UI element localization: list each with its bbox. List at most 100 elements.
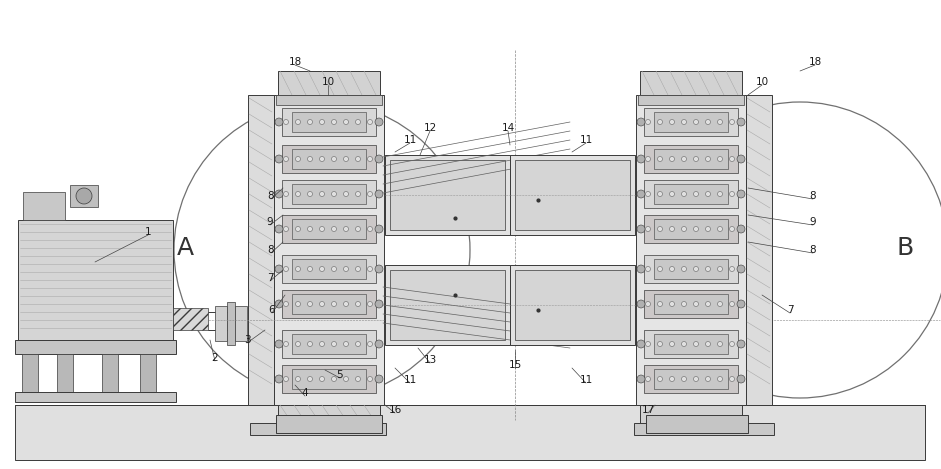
Circle shape xyxy=(694,120,698,124)
Circle shape xyxy=(375,340,383,348)
Circle shape xyxy=(283,302,289,307)
Circle shape xyxy=(669,120,675,124)
Text: 11: 11 xyxy=(404,135,417,145)
Bar xyxy=(644,365,738,393)
Circle shape xyxy=(737,118,745,126)
Circle shape xyxy=(343,377,348,381)
Text: 4: 4 xyxy=(302,388,309,398)
Circle shape xyxy=(375,300,383,308)
Circle shape xyxy=(320,341,325,347)
Text: 16: 16 xyxy=(389,405,402,415)
Circle shape xyxy=(375,190,383,198)
Circle shape xyxy=(356,377,360,381)
Circle shape xyxy=(375,225,383,233)
Bar xyxy=(638,423,744,435)
Text: 3: 3 xyxy=(244,335,250,345)
Text: 9: 9 xyxy=(809,217,816,227)
Circle shape xyxy=(320,191,325,197)
Circle shape xyxy=(646,377,650,381)
Circle shape xyxy=(646,191,650,197)
Circle shape xyxy=(76,188,92,204)
Text: 12: 12 xyxy=(423,123,437,133)
Circle shape xyxy=(729,266,735,272)
Bar xyxy=(282,255,376,283)
Bar xyxy=(282,365,376,393)
Circle shape xyxy=(275,265,283,273)
Circle shape xyxy=(637,118,645,126)
Circle shape xyxy=(646,120,650,124)
Circle shape xyxy=(669,157,675,161)
Bar xyxy=(636,95,746,405)
Circle shape xyxy=(737,190,745,198)
Circle shape xyxy=(375,155,383,163)
Bar xyxy=(515,160,630,230)
Circle shape xyxy=(717,157,723,161)
Circle shape xyxy=(669,302,675,307)
Circle shape xyxy=(343,120,348,124)
Bar xyxy=(390,270,505,340)
Text: 18: 18 xyxy=(288,57,302,67)
Bar xyxy=(15,405,925,460)
Circle shape xyxy=(646,341,650,347)
Bar xyxy=(644,290,738,318)
Bar xyxy=(173,308,208,330)
Circle shape xyxy=(658,227,662,232)
Circle shape xyxy=(283,341,289,347)
Circle shape xyxy=(343,302,348,307)
Circle shape xyxy=(706,191,710,197)
Circle shape xyxy=(283,377,289,381)
Text: 11: 11 xyxy=(580,135,593,145)
Circle shape xyxy=(343,227,348,232)
Circle shape xyxy=(681,266,687,272)
Bar xyxy=(385,265,510,345)
Circle shape xyxy=(658,157,662,161)
Text: 8: 8 xyxy=(267,245,275,255)
Bar xyxy=(634,423,774,435)
Circle shape xyxy=(368,227,373,232)
Circle shape xyxy=(694,377,698,381)
Circle shape xyxy=(343,157,348,161)
Circle shape xyxy=(694,157,698,161)
Circle shape xyxy=(706,377,710,381)
Circle shape xyxy=(681,377,687,381)
Circle shape xyxy=(308,266,312,272)
Circle shape xyxy=(295,341,300,347)
Bar xyxy=(644,180,738,208)
Bar xyxy=(640,71,742,95)
Bar xyxy=(292,259,366,279)
Bar xyxy=(654,219,728,239)
Circle shape xyxy=(717,191,723,197)
Circle shape xyxy=(283,266,289,272)
Circle shape xyxy=(729,191,735,197)
Circle shape xyxy=(669,377,675,381)
Circle shape xyxy=(283,191,289,197)
Circle shape xyxy=(343,191,348,197)
Circle shape xyxy=(681,341,687,347)
Circle shape xyxy=(320,302,325,307)
Bar xyxy=(227,302,235,345)
Bar xyxy=(22,354,38,392)
Bar xyxy=(644,108,738,136)
Circle shape xyxy=(637,190,645,198)
Circle shape xyxy=(717,302,723,307)
Circle shape xyxy=(295,377,300,381)
Circle shape xyxy=(694,191,698,197)
Text: 13: 13 xyxy=(423,355,437,365)
Circle shape xyxy=(320,266,325,272)
Text: 2: 2 xyxy=(212,353,218,363)
Bar xyxy=(644,215,738,243)
Bar xyxy=(292,294,366,314)
Circle shape xyxy=(331,341,337,347)
Circle shape xyxy=(275,225,283,233)
Circle shape xyxy=(275,375,283,383)
Circle shape xyxy=(637,340,645,348)
Circle shape xyxy=(717,120,723,124)
Circle shape xyxy=(343,341,348,347)
Text: 9: 9 xyxy=(266,217,273,227)
Circle shape xyxy=(331,302,337,307)
Circle shape xyxy=(729,377,735,381)
Bar xyxy=(640,405,742,423)
Circle shape xyxy=(646,157,650,161)
Bar xyxy=(644,330,738,358)
Circle shape xyxy=(331,157,337,161)
